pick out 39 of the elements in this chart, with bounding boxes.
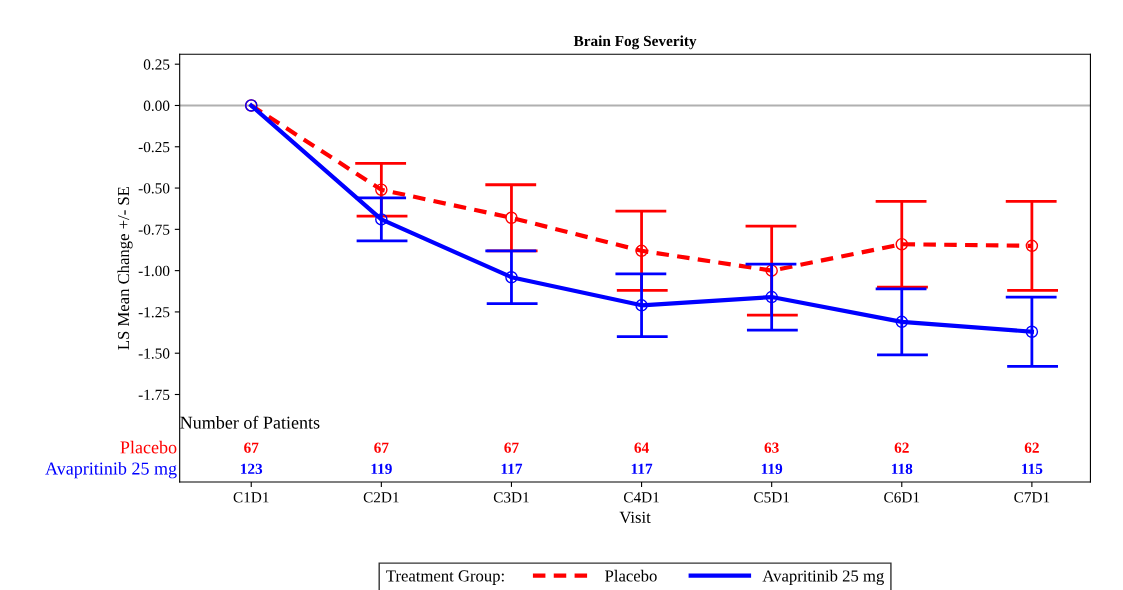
annotation: 123 (241, 463, 263, 474)
y-tick-label: -1.75 (138, 389, 170, 401)
y-tick-label: 0.00 (143, 100, 170, 111)
legend-title: Treatment Group: (386, 570, 504, 585)
annotation: 115 (1022, 463, 1043, 474)
x-tick-label: C6D1 (884, 492, 920, 503)
x-axis-title: Visit (619, 511, 651, 523)
x-tick-label: C7D1 (1014, 492, 1050, 503)
chart-title: Brain Fog Severity (573, 35, 697, 50)
annotation: 118 (891, 463, 913, 474)
y-tick-label: -1.25 (138, 307, 170, 318)
annotation: 62 (894, 442, 909, 453)
annotation: Number of Patients (180, 415, 320, 429)
annotation: 67 (244, 442, 259, 453)
annotation: 67 (374, 442, 389, 453)
y-tick-label: -0.25 (138, 141, 170, 153)
annotation: 63 (764, 442, 779, 453)
annotation: 62 (1024, 442, 1039, 453)
text: Placebo (120, 440, 177, 454)
x-tick-label: C1D1 (233, 492, 269, 503)
y-tick-label: -1.50 (138, 348, 170, 359)
annotation: 117 (501, 463, 523, 474)
y-tick-label: -1.00 (138, 265, 170, 277)
y-tick-label: 0.25 (143, 59, 170, 70)
annotation: 119 (761, 463, 783, 474)
annotation: 119 (371, 463, 392, 474)
y-tick-label: -0.50 (138, 183, 170, 194)
x-tick-label: C2D1 (363, 492, 399, 503)
y-axis-title: LS Mean Change +/- SE (117, 186, 133, 350)
x-tick-label: C4D1 (623, 492, 659, 503)
x-tick-label: C5D1 (754, 492, 789, 503)
text: Avapritinib 25 mg (45, 461, 177, 479)
annotation: 117 (631, 463, 653, 474)
legend-label: Placebo (605, 569, 657, 582)
legend-label: Avapritinib 25 mg (762, 569, 884, 586)
y-tick-label: -0.75 (138, 224, 170, 235)
x-tick-label: C3D1 (493, 492, 529, 503)
annotation: 64 (634, 442, 649, 453)
annotation: 67 (504, 442, 519, 453)
